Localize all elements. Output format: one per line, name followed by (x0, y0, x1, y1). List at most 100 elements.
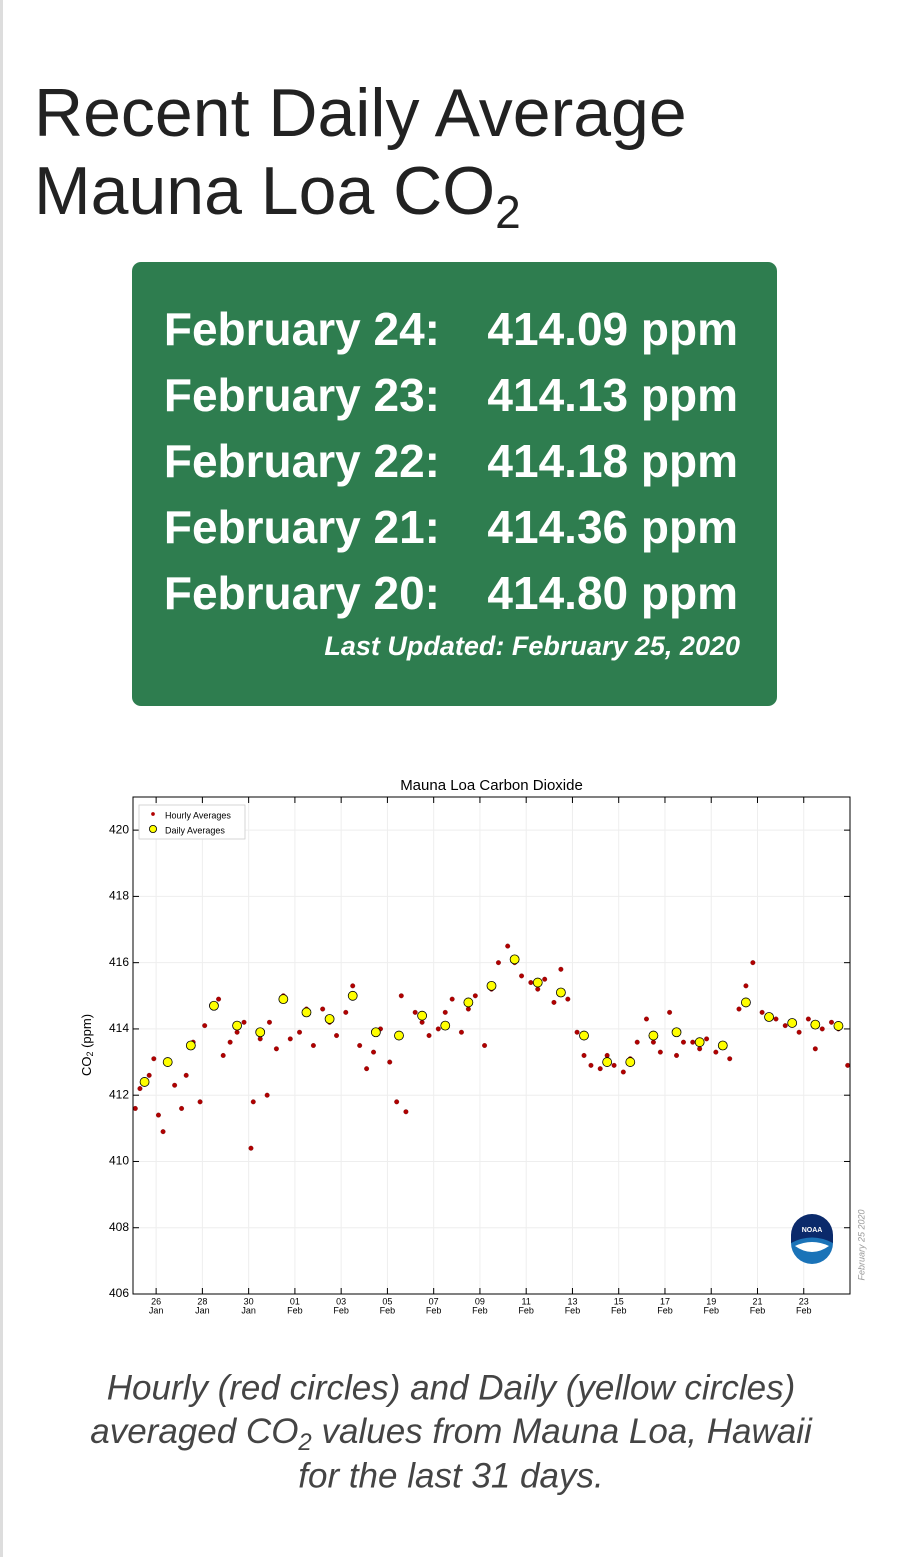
daily-point (648, 1030, 659, 1041)
hourly-point (250, 1099, 256, 1105)
hourly-point (773, 1016, 779, 1022)
y-label-text: CO (79, 1057, 94, 1077)
hourly-point (146, 1072, 152, 1078)
hourly-point (183, 1072, 189, 1078)
hourly-point (248, 1145, 254, 1151)
hourly-point (845, 1062, 851, 1068)
hourly-point (435, 1026, 441, 1032)
y-tick-label: 410 (109, 1154, 129, 1168)
daily-point (810, 1019, 821, 1030)
hourly-point (697, 1046, 703, 1052)
hourly-point (297, 1029, 302, 1035)
x-tick-label: 13 (567, 1296, 577, 1306)
hourly-point (482, 1043, 488, 1048)
hourly-point (350, 983, 356, 989)
hourly-point (320, 1006, 326, 1012)
hourly-point (155, 1112, 161, 1118)
caption-line: for the last 31 days. (298, 1456, 603, 1495)
hourly-point (558, 966, 564, 972)
hourly-point (505, 943, 511, 949)
hourly-point (220, 1052, 226, 1058)
daily-point (185, 1040, 196, 1051)
x-tick-label: 21 (752, 1296, 762, 1306)
y-tick-label: 414 (109, 1021, 129, 1035)
daily-point (509, 954, 520, 965)
hourly-point (704, 1036, 710, 1042)
hourly-point (667, 1009, 673, 1015)
hourly-point (179, 1106, 185, 1111)
x-tick-label: 19 (706, 1296, 716, 1306)
hourly-point (419, 1019, 425, 1025)
hourly-point (403, 1109, 409, 1115)
hourly-point (759, 1009, 765, 1015)
hourly-point (597, 1066, 603, 1072)
x-tick-label: 15 (614, 1296, 624, 1306)
daily-point (278, 994, 289, 1005)
legend-marker (148, 825, 157, 834)
x-tick-sublabel: Jan (241, 1305, 256, 1315)
logo-top (791, 1214, 833, 1243)
hourly-point (394, 1099, 400, 1105)
daily-point (347, 990, 358, 1001)
reading-value: 414.09 ppm (487, 303, 738, 355)
daily-point (394, 1030, 404, 1041)
hourly-point (426, 1033, 432, 1039)
daily-point (602, 1057, 613, 1067)
hourly-point (273, 1046, 279, 1052)
y-tick-label: 408 (109, 1220, 129, 1234)
readings: February 24: 414.09 ppm February 23: 414.13… (164, 303, 738, 619)
caption-line: averaged CO2 values from Mauna Loa, Hawa… (90, 1412, 813, 1456)
x-tick-sublabel: Feb (565, 1305, 581, 1315)
daily-point (694, 1037, 705, 1048)
chart-title: Mauna Loa Carbon Dioxide (400, 777, 583, 794)
title-line: Mauna Loa CO2 (34, 153, 521, 238)
title-line: Recent Daily Average (34, 75, 687, 151)
x-tick-sublabel: Feb (703, 1305, 719, 1315)
daily-point (787, 1018, 798, 1028)
caption-line: Hourly (red circles) and Daily (yellow c… (107, 1368, 795, 1407)
x-tick-label: 01 (290, 1296, 300, 1306)
daily-point (370, 1027, 381, 1038)
title-text: Mauna Loa CO (34, 153, 495, 229)
hourly-point (227, 1039, 233, 1045)
watermark: February 25 2020 (856, 1209, 866, 1280)
x-tick-sublabel: Jan (149, 1305, 164, 1315)
y-label-sub: 2 (85, 1052, 95, 1057)
caption-text: values from Mauna Loa, Hawaii (312, 1412, 813, 1451)
hourly-point (412, 1009, 418, 1015)
hourly-point (581, 1052, 587, 1058)
readings-box (132, 262, 777, 706)
x-tick-sublabel: Feb (380, 1305, 396, 1315)
daily-point (162, 1057, 173, 1067)
hourly-point (736, 1006, 742, 1012)
reading-value: 414.13 ppm (487, 369, 738, 421)
x-tick-label: 23 (799, 1296, 809, 1306)
x-tick-sublabel: Feb (611, 1305, 627, 1315)
title-subscript: 2 (495, 186, 521, 238)
y-tick-label: 416 (109, 955, 129, 969)
daily-point (301, 1007, 312, 1018)
x-tick-sublabel: Feb (287, 1305, 303, 1315)
daily-point (579, 1030, 589, 1041)
x-tick-sublabel: Feb (518, 1305, 534, 1315)
x-tick-label: 05 (382, 1296, 392, 1306)
caption-subscript: 2 (297, 1429, 311, 1456)
plot-frame (132, 796, 851, 1295)
hourly-point (216, 996, 222, 1002)
hourly-point (132, 1106, 138, 1111)
daily-point (255, 1027, 266, 1038)
y-tick-label: 412 (109, 1087, 129, 1101)
hourly-point (202, 1023, 208, 1029)
x-tick-label: 11 (522, 1296, 531, 1306)
hourly-point (551, 999, 557, 1005)
hourly-point (588, 1062, 594, 1068)
daily-point (741, 997, 751, 1008)
reading-value: 414.36 ppm (487, 501, 738, 553)
hourly-point (241, 1019, 247, 1025)
daily-point (463, 997, 474, 1008)
daily-point (209, 1000, 219, 1011)
reading-value: 414.80 ppm (487, 567, 738, 619)
hourly-point (574, 1029, 580, 1035)
x-tick-sublabel: Feb (796, 1305, 812, 1315)
hourly-point (310, 1043, 316, 1048)
